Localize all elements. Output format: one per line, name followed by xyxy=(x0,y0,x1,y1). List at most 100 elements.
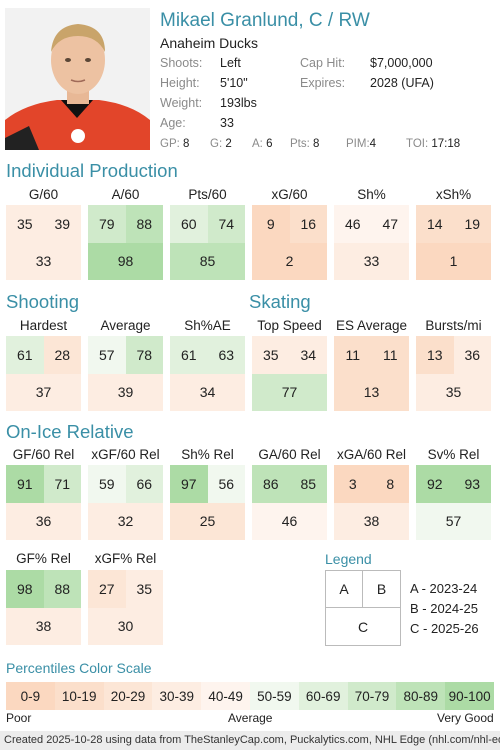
scale-bin: 0-9 xyxy=(6,682,55,710)
scale-label-poor: Poor xyxy=(6,711,32,725)
age-label: Age: xyxy=(160,116,186,130)
scale-bin: 30-39 xyxy=(152,682,202,710)
legend-c-text: C - 2025-26 xyxy=(410,621,479,636)
metric-value-c: 85 xyxy=(170,242,245,280)
scale-bin: 50-59 xyxy=(250,682,299,710)
metric-header: Pts/60 xyxy=(188,187,227,202)
height-label: Height: xyxy=(160,76,200,90)
section-on-ice-relative: On-Ice Relative xyxy=(6,421,134,442)
section-skating: Skating xyxy=(249,291,311,312)
metric-value-b: 28 xyxy=(43,336,81,374)
metric-cell: 46 47 33 xyxy=(334,205,409,280)
metric-cell: 92 93 57 xyxy=(416,465,491,540)
metric-value-b: 78 xyxy=(125,336,163,374)
metric-header: Hardest xyxy=(19,318,68,333)
metric-value-b: 35 xyxy=(125,570,163,608)
metric-cell: 57 78 39 xyxy=(88,336,163,411)
metric-cell: 14 19 1 xyxy=(416,205,491,280)
metric-header: Sh% xyxy=(357,187,386,202)
metric-cell: 91 71 36 xyxy=(6,465,81,540)
metric-value-a: 57 xyxy=(88,336,126,374)
cap-hit-label: Cap Hit: xyxy=(300,56,346,70)
team-name: Anaheim Ducks xyxy=(160,35,259,51)
stat-pim: PIM:4 xyxy=(346,138,377,150)
metric-value-b: 34 xyxy=(289,336,327,374)
metric-value-a: 97 xyxy=(170,465,208,503)
metric-value-c: 2 xyxy=(252,242,327,280)
shoots-label: Shoots: xyxy=(160,56,203,70)
metric-value-b: 88 xyxy=(43,570,81,608)
metric-cell: 98 88 38 xyxy=(6,570,81,645)
metric-value-b: 36 xyxy=(453,336,491,374)
metric-value-a: 11 xyxy=(334,336,372,374)
height-value: 5'10" xyxy=(220,76,248,90)
metric-value-c: 35 xyxy=(416,373,491,411)
metric-value-c: 46 xyxy=(252,502,327,540)
weight-value: 193lbs xyxy=(220,96,257,110)
weight-label: Weight: xyxy=(160,96,203,110)
metric-value-b: 71 xyxy=(43,465,81,503)
scale-bin: 20-29 xyxy=(103,682,153,710)
metric-value-a: 91 xyxy=(6,465,44,503)
metric-value-b: 66 xyxy=(125,465,163,503)
metric-value-a: 92 xyxy=(416,465,454,503)
metric-value-b: 16 xyxy=(289,205,327,243)
metric-header: GF/60 Rel xyxy=(12,447,75,462)
section-individual-production: Individual Production xyxy=(6,160,178,181)
footer-credits: Created 2025-10-28 using data from TheSt… xyxy=(0,731,500,750)
metric-cell: 59 66 32 xyxy=(88,465,163,540)
legend-title: Legend xyxy=(325,551,372,567)
metric-value-a: 9 xyxy=(252,205,290,243)
player-name: Mikael Granlund, C / RW xyxy=(160,10,370,31)
metric-value-c: 33 xyxy=(334,242,409,280)
scale-bin: 10-19 xyxy=(54,682,104,710)
metric-value-b: 19 xyxy=(453,205,491,243)
metric-cell: 35 34 77 xyxy=(252,336,327,411)
metric-cell: 79 88 98 xyxy=(88,205,163,280)
scale-bin: 70-79 xyxy=(347,682,397,710)
metric-value-a: 59 xyxy=(88,465,126,503)
metric-header: Sh% Rel xyxy=(181,447,234,462)
metric-header: GA/60 Rel xyxy=(258,447,321,462)
metric-header: xSh% xyxy=(435,187,472,202)
metric-cell: 60 74 85 xyxy=(170,205,245,280)
metric-value-c: 37 xyxy=(6,373,81,411)
metric-value-a: 14 xyxy=(416,205,454,243)
stat-gp: GP: 8 xyxy=(160,138,190,150)
metric-header: Sh%AE xyxy=(184,318,231,333)
metric-value-c: 57 xyxy=(416,502,491,540)
legend-cell-a: A xyxy=(326,571,363,608)
metric-cell: 86 85 46 xyxy=(252,465,327,540)
stat-g: G: 2 xyxy=(210,138,232,150)
metric-header: ES Average xyxy=(335,318,408,333)
metric-value-a: 3 xyxy=(334,465,372,503)
age-value: 33 xyxy=(220,116,234,130)
metric-value-a: 98 xyxy=(6,570,44,608)
legend-a-text: A - 2023-24 xyxy=(410,581,478,596)
metric-value-c: 1 xyxy=(416,242,491,280)
metric-value-a: 79 xyxy=(88,205,126,243)
color-scale-title: Percentiles Color Scale xyxy=(6,660,152,676)
metric-header: xGF% Rel xyxy=(94,551,157,566)
metric-value-c: 77 xyxy=(252,373,327,411)
section-shooting: Shooting xyxy=(6,291,80,312)
player-photo xyxy=(5,8,150,150)
metric-header: Average xyxy=(100,318,151,333)
metric-cell: 13 36 35 xyxy=(416,336,491,411)
metric-value-c: 25 xyxy=(170,502,245,540)
metric-cell: 3 8 38 xyxy=(334,465,409,540)
scale-label-very-good: Very Good xyxy=(437,711,494,725)
metric-value-c: 98 xyxy=(88,242,163,280)
legend-box: A B C xyxy=(325,570,401,646)
cap-hit-value: $7,000,000 xyxy=(370,56,433,70)
metric-value-a: 46 xyxy=(334,205,372,243)
metric-value-c: 34 xyxy=(170,373,245,411)
metric-value-a: 61 xyxy=(170,336,208,374)
scale-bin: 90-100 xyxy=(445,682,494,710)
metric-value-b: 88 xyxy=(125,205,163,243)
metric-cell: 61 28 37 xyxy=(6,336,81,411)
metric-header: GF% Rel xyxy=(16,551,71,566)
metric-value-b: 74 xyxy=(207,205,245,243)
metric-value-c: 33 xyxy=(6,242,81,280)
metric-cell: 61 63 34 xyxy=(170,336,245,411)
